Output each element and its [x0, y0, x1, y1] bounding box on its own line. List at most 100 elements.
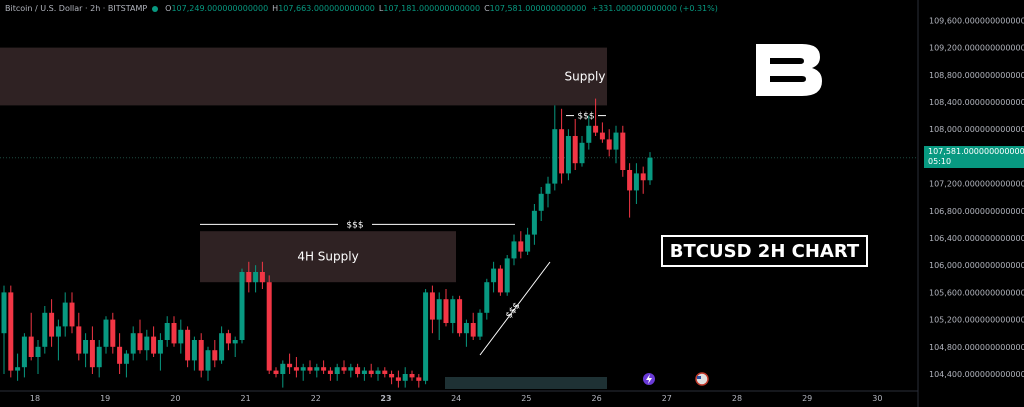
- y-tick-label: 109,200.000000000000: [929, 44, 1024, 53]
- candle-body: [633, 173, 639, 191]
- low-value: 107,181.000000000000: [383, 4, 481, 13]
- candle-body: [314, 367, 320, 371]
- candle-body: [484, 282, 490, 313]
- price-axis-panel: [918, 0, 1024, 407]
- candle-body: [613, 132, 619, 150]
- candle-body: [205, 350, 211, 371]
- candle-body: [518, 241, 524, 252]
- chart-title-box: BTCUSD 2H CHART: [661, 235, 868, 267]
- candle-body: [123, 353, 129, 364]
- candle-body: [185, 329, 191, 361]
- candle-body: [525, 234, 531, 252]
- candle-body: [409, 374, 415, 378]
- candle-body: [164, 323, 170, 340]
- candle-body: [355, 367, 361, 374]
- current-price-tag: 107,581.000000000000 05:10: [924, 146, 1024, 168]
- candle-body: [307, 367, 313, 371]
- candle-body: [239, 272, 245, 340]
- candle-body: [402, 374, 408, 381]
- close-value: 107,581.000000000000: [489, 4, 587, 13]
- candle-body: [266, 282, 272, 371]
- candle-body: [477, 312, 483, 337]
- candle-body: [423, 292, 429, 381]
- candle-body: [293, 367, 299, 371]
- candle-body: [416, 377, 422, 381]
- candle-body: [327, 370, 333, 374]
- y-tick-label: 108,800.000000000000: [929, 71, 1024, 80]
- candle-body: [8, 292, 14, 371]
- symbol-label: Bitcoin / U.S. Dollar · 2h · BITSTAMP: [5, 4, 148, 13]
- high-label: H: [272, 4, 279, 13]
- candle-body: [178, 329, 184, 344]
- candle-body: [35, 346, 41, 357]
- candle-body: [368, 370, 374, 374]
- candle-body: [171, 323, 177, 344]
- candle-body: [559, 129, 565, 174]
- y-tick-label: 104,400.000000000000: [929, 370, 1024, 379]
- x-tick-label: 25: [521, 394, 531, 403]
- candle-body: [470, 323, 476, 337]
- candle-body: [273, 370, 279, 374]
- candle-body: [232, 340, 238, 344]
- candle-body: [219, 333, 225, 361]
- annotations-layer: $$$ $$$ $$$: [200, 112, 709, 386]
- brand-logo-icon: [756, 44, 822, 100]
- supply-zone: [0, 47, 607, 106]
- candle-body: [457, 299, 463, 334]
- candle-body: [395, 377, 401, 381]
- y-tick-label: 104,800.000000000000: [929, 343, 1024, 352]
- candle-body: [130, 333, 136, 354]
- candle-body: [69, 302, 75, 327]
- candle-body: [450, 299, 456, 323]
- candle-body: [491, 268, 497, 283]
- candle-body: [191, 340, 197, 361]
- x-tick-label: 30: [872, 394, 882, 403]
- candle-body: [15, 367, 21, 371]
- market-status-dot: [152, 5, 159, 12]
- us-flag-event-icon: [695, 372, 709, 386]
- current-price-value: 107,581.000000000000: [928, 147, 1024, 156]
- candle-body: [348, 367, 354, 371]
- x-tick-label: 21: [241, 394, 251, 403]
- candle-body: [300, 367, 306, 371]
- candle-body: [593, 125, 599, 133]
- trendline-label: $$$: [504, 301, 522, 321]
- open-value: 107,249.000000000000: [171, 4, 269, 13]
- candle-body: [225, 333, 231, 344]
- candle-body: [552, 129, 558, 184]
- candle-body: [21, 336, 27, 368]
- x-tick-label: 26: [592, 394, 602, 403]
- candle-body: [96, 346, 102, 368]
- supply-zone-label: Supply: [565, 70, 606, 84]
- candle-body: [538, 193, 544, 211]
- candle-body: [117, 346, 123, 364]
- close-label: C: [484, 4, 490, 13]
- candle-body: [504, 258, 510, 293]
- candle-body: [545, 183, 551, 194]
- candle-body: [429, 292, 435, 320]
- zones-layer: Supply 4H Supply: [0, 47, 607, 389]
- high-value: 107,663.000000000000: [278, 4, 375, 13]
- top-liquidity-label: $$$: [577, 112, 594, 122]
- candle-body: [647, 157, 653, 181]
- candle-body: [103, 319, 109, 347]
- candle-body: [443, 299, 449, 323]
- x-tick-label: 18: [30, 394, 40, 403]
- candle-body: [83, 340, 89, 354]
- y-tick-label: 108,400.000000000000: [929, 98, 1024, 107]
- x-tick-label: 28: [732, 394, 742, 403]
- candle-body: [334, 367, 340, 374]
- y-tick-label: 109,600.000000000000: [929, 16, 1024, 25]
- candle-body: [531, 210, 537, 235]
- y-tick-label: 105,200.000000000000: [929, 316, 1024, 325]
- candle-body: [1, 292, 7, 334]
- x-tick-label: 22: [311, 394, 321, 403]
- change-value: +331.000000000000 (+0.31%): [591, 4, 718, 13]
- y-tick-label: 106,000.000000000000: [929, 261, 1024, 270]
- candle-body: [586, 125, 592, 143]
- candle-body: [55, 326, 61, 337]
- candle-body: [110, 319, 116, 347]
- candle-body: [375, 370, 381, 374]
- candle-body: [361, 370, 367, 374]
